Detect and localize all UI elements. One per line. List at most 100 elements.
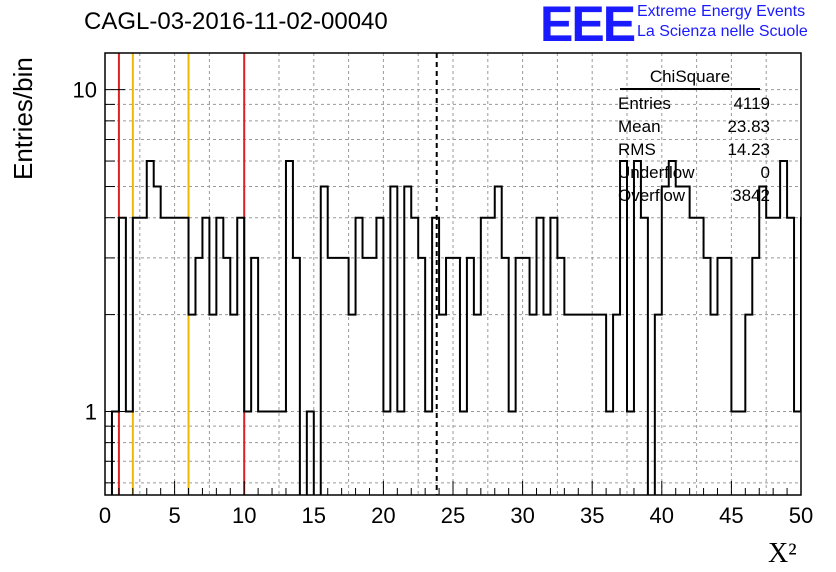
histogram-bin [752, 258, 759, 495]
stats-row-underflow: Underflow 0 [612, 161, 772, 184]
histogram-bin [474, 315, 481, 495]
histogram-bin [342, 258, 349, 495]
stats-value: 0 [760, 163, 770, 182]
histogram-bin [676, 187, 683, 495]
histogram-bin [390, 187, 397, 495]
histogram-bin [523, 258, 530, 495]
stats-value: 4119 [733, 94, 770, 113]
y-tick-label: 10 [73, 78, 97, 103]
x-tick-label: 40 [650, 503, 674, 528]
histogram-bin [509, 411, 516, 495]
histogram-bin [794, 411, 801, 495]
histogram-bin [369, 258, 376, 495]
histogram-bin [453, 258, 460, 495]
x-axis-label: X² [768, 538, 797, 569]
histogram-bin [683, 187, 690, 495]
histogram-bin [773, 218, 780, 495]
stats-label: Underflow [618, 163, 695, 182]
x-tick-label: 5 [168, 503, 180, 528]
histogram-bin [717, 258, 724, 495]
x-tick-label: 35 [580, 503, 604, 528]
stats-row-overflow: Overflow 3842 [612, 184, 772, 207]
histogram-bin [766, 218, 773, 495]
histogram-bin [711, 315, 718, 495]
histogram-bin [425, 411, 432, 495]
stats-box: ChiSquare Entries 4119 Mean 23.83 RMS 14… [612, 67, 772, 207]
histogram-bin [223, 258, 230, 495]
histogram-bin [258, 411, 265, 495]
histogram-bin [662, 187, 669, 495]
histogram-line [110, 160, 801, 495]
histogram-bin [495, 187, 502, 495]
histogram-bin [265, 411, 272, 495]
x-tick-label: 45 [719, 503, 743, 528]
stats-title: ChiSquare [620, 67, 760, 90]
x-tick-label: 10 [232, 503, 256, 528]
histogram-bin [335, 258, 342, 495]
stats-row-entries: Entries 4119 [612, 92, 772, 115]
histogram-bin [404, 187, 411, 495]
histogram-bin [815, 218, 822, 495]
histogram-bin [704, 258, 711, 495]
histogram-bin [175, 218, 182, 495]
histogram-bin [488, 218, 495, 495]
x-tick-label: 20 [371, 503, 395, 528]
histogram-bin [537, 218, 544, 495]
histogram-bin [620, 161, 627, 495]
stats-label: Mean [618, 117, 661, 136]
histogram-bin [829, 315, 836, 495]
histogram-bin [293, 258, 300, 495]
histogram-bin [599, 315, 606, 495]
x-tick-label: 25 [441, 503, 465, 528]
histogram-bin [724, 258, 731, 495]
histogram-bin [690, 218, 697, 495]
histogram-bin [530, 315, 537, 495]
y-axis-label: Entries/bin [8, 57, 38, 180]
histogram-bin [237, 218, 244, 495]
stats-row-rms: RMS 14.23 [612, 138, 772, 161]
histogram-bin [759, 187, 766, 495]
histogram-bin [655, 315, 662, 495]
histogram-bin [119, 218, 126, 495]
histogram-bin [780, 161, 787, 495]
histogram-bin [195, 258, 202, 495]
histogram-bin [432, 218, 439, 495]
stats-label: Entries [618, 94, 671, 113]
x-tick-label: 50 [789, 503, 813, 528]
histogram-bin [397, 411, 404, 495]
logo-text-line-2: La Scienza nelle Scuole [637, 23, 808, 40]
histogram-bin [126, 411, 133, 495]
stats-label: RMS [618, 140, 656, 159]
histogram-bin [550, 218, 557, 495]
histogram-bin [571, 315, 578, 495]
histogram-bin [543, 315, 550, 495]
histogram-bin [439, 315, 446, 495]
histogram-bin [738, 411, 745, 495]
histogram-bin [578, 315, 585, 495]
histogram-bin [641, 218, 648, 495]
histogram-bin [349, 315, 356, 495]
histogram-bin [140, 218, 147, 495]
histogram-bin [147, 161, 154, 495]
histogram-bin [564, 315, 571, 495]
eee-logo: EEE [540, 0, 636, 52]
histogram-bin [272, 411, 279, 495]
histogram-bin [328, 258, 335, 495]
stats-value: 3842 [732, 186, 770, 205]
histogram-bin [446, 258, 453, 495]
logo-text-line-1: Extreme Energy Events [637, 3, 806, 20]
histogram-bin [307, 411, 314, 495]
histogram-bin [669, 161, 676, 495]
x-tick-label: 0 [99, 503, 111, 528]
x-tick-label: 30 [510, 503, 534, 528]
histogram-bin [321, 187, 328, 495]
histogram-bin [230, 315, 237, 495]
histogram-bin [383, 411, 390, 495]
histogram-bin [363, 258, 370, 495]
histogram-bin [745, 315, 752, 495]
histogram-bin [202, 218, 209, 495]
histogram-bin [634, 161, 641, 495]
histogram-bin [168, 218, 175, 495]
histogram-bin [516, 258, 523, 495]
histogram-bin [182, 218, 189, 495]
